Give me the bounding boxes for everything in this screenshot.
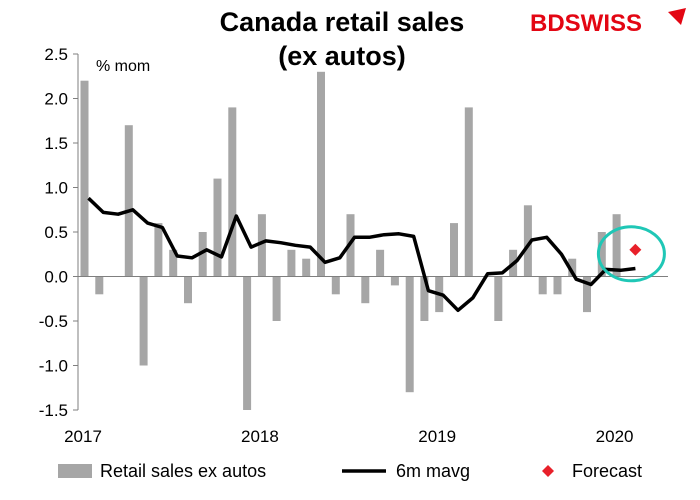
x-tick-label: 2018 — [241, 427, 279, 446]
x-tick-label: 2019 — [418, 427, 456, 446]
bar-retail-sales — [331, 276, 340, 295]
bar-retail-sales — [139, 276, 148, 366]
bar-retail-sales — [302, 258, 311, 277]
bar-retail-sales — [390, 276, 399, 286]
y-tick-label: 0.5 — [44, 223, 68, 242]
x-tick-labels: 2017 2018 2019 2020 — [64, 427, 633, 446]
legend-swatch-forecast — [542, 465, 554, 477]
bar-retail-sales — [538, 276, 547, 295]
bar-retail-sales — [243, 276, 252, 410]
bar-retail-sales — [405, 276, 414, 393]
bar-series — [80, 71, 621, 410]
series-line-6m-mavg — [87, 196, 636, 313]
legend-label-retail-sales: Retail sales ex autos — [100, 461, 266, 481]
bar-retail-sales — [272, 276, 281, 321]
bar-retail-sales — [124, 125, 133, 277]
bar-retail-sales — [494, 276, 503, 321]
bar-retail-sales — [154, 223, 163, 277]
bar-retail-sales — [568, 258, 577, 277]
bar-retail-sales — [420, 276, 429, 321]
bar-retail-sales — [95, 276, 104, 295]
bar-retail-sales — [317, 71, 325, 277]
forecast-point — [629, 243, 642, 256]
forecast-series — [596, 225, 666, 283]
axes — [73, 53, 668, 411]
y-tick-label: -1.0 — [39, 357, 68, 376]
y-tick-label: 0.0 — [44, 268, 68, 287]
bar-retail-sales — [361, 276, 370, 304]
y-tick-label: -0.5 — [39, 312, 68, 331]
bar-retail-sales — [80, 80, 89, 277]
bar-retail-sales — [597, 232, 606, 277]
legend-swatch-retail-sales — [58, 464, 92, 478]
brand-logo: BDSWISS — [530, 10, 642, 37]
legend: Retail sales ex autos 6m mavg Forecast — [58, 461, 642, 481]
x-tick-label: 2017 — [64, 427, 102, 446]
y-tick-label: 2.5 — [44, 45, 68, 64]
bar-retail-sales — [464, 107, 473, 277]
bar-retail-sales — [376, 249, 385, 277]
bar-retail-sales — [287, 249, 296, 277]
forecast-highlight-circle — [596, 225, 666, 283]
y-tick-label: -1.5 — [39, 401, 68, 420]
y-tick-label: 1.5 — [44, 134, 68, 153]
bar-retail-sales — [450, 223, 458, 277]
bar-retail-sales — [213, 178, 222, 277]
legend-label-forecast: Forecast — [572, 461, 642, 481]
logo-text-swiss: SWISS — [565, 10, 642, 37]
bar-retail-sales — [169, 249, 178, 277]
bar-retail-sales — [583, 276, 591, 313]
logo-accent-icon — [668, 8, 686, 25]
y-axis-unit-label: % mom — [96, 58, 150, 75]
x-tick-label: 2020 — [596, 427, 634, 446]
y-tick-label: 1.0 — [44, 179, 68, 198]
y-tick-label: 2.0 — [44, 90, 68, 109]
logo-text-bd: BD — [530, 10, 565, 37]
legend-label-6m-mavg: 6m mavg — [396, 461, 470, 481]
chart-title-line-1: Canada retail sales — [220, 7, 465, 37]
bar-retail-sales — [257, 214, 266, 277]
bar-retail-sales — [228, 107, 237, 277]
chart-title-line-2: (ex autos) — [278, 41, 406, 71]
bar-retail-sales — [198, 232, 207, 277]
bar-retail-sales — [523, 205, 532, 277]
bar-retail-sales — [612, 214, 621, 277]
bar-retail-sales — [184, 276, 192, 304]
bar-retail-sales — [553, 276, 562, 295]
y-tick-labels: 2.5 2.0 1.5 1.0 0.5 0.0 -0.5 -1.0 -1.5 — [39, 45, 68, 420]
